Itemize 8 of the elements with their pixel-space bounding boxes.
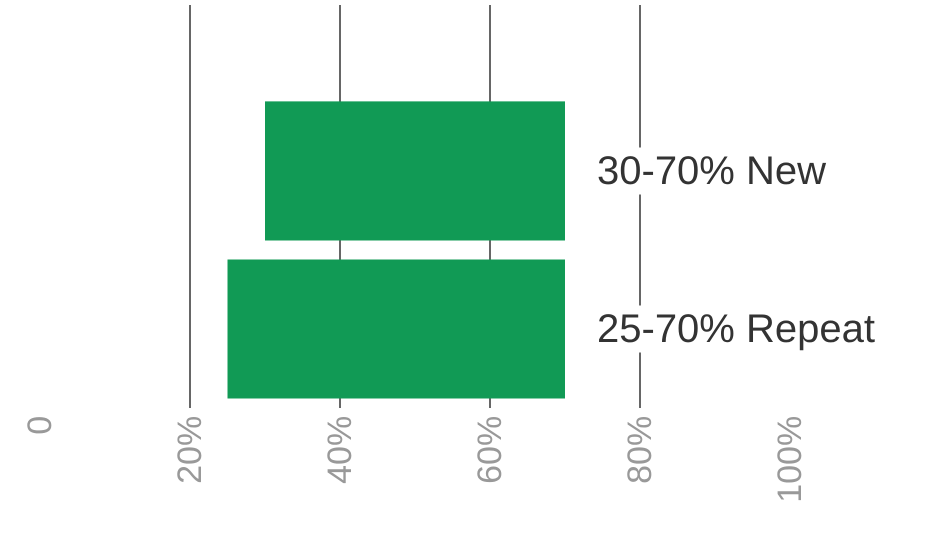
x-tick-label: 0	[21, 416, 60, 435]
x-tick-label: 40%	[321, 416, 360, 484]
x-tick-label: 100%	[771, 416, 810, 503]
x-tick-label: 80%	[621, 416, 660, 484]
x-tick-label: 60%	[471, 416, 510, 484]
annotation: 25-70% Repeat	[597, 307, 875, 351]
annotation: 30-70% New	[597, 149, 826, 193]
x-tick-label: 20%	[171, 416, 210, 484]
